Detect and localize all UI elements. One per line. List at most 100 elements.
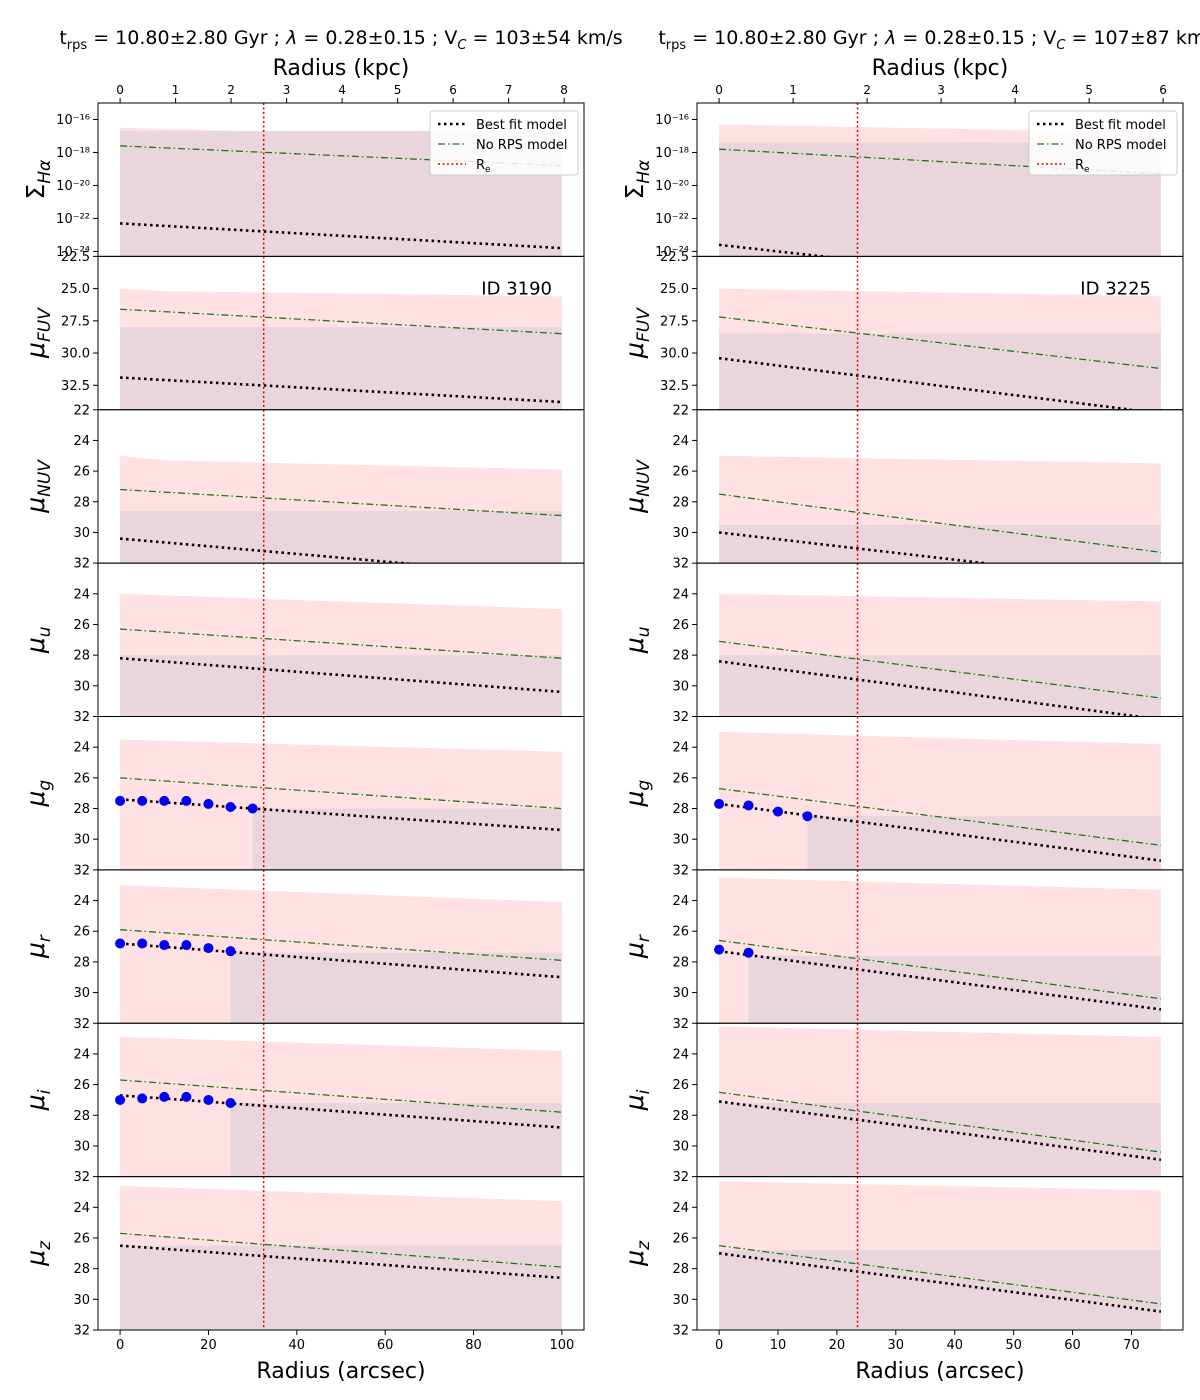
y-tick-label: 30 [73,986,90,1001]
kpc-tick-label: 7 [505,83,513,97]
title-v-sub: C [457,38,467,53]
x-tick-label: 10 [770,1338,787,1353]
x-tick-label: 50 [1005,1338,1022,1353]
y-tick-label: 30 [73,679,90,694]
y-label-symbol: μ [21,791,50,808]
panel-g: 24 26 28 30 32 μg [21,716,585,878]
kpc-tick-label: 8 [560,83,568,97]
y-tick-label: 28 [73,802,90,817]
top-axis-label: Radius (kpc) [872,56,1009,81]
observed-limit-area [807,816,1161,870]
panel-body [718,1026,1162,1177]
panel-body [119,1185,563,1330]
y-tick-label: 32 [672,1170,689,1185]
y-tick-label: 26 [73,1078,90,1093]
best-fit-model-line [120,798,562,832]
y-tick-label: 32 [73,863,90,878]
panel-body [115,885,563,1024]
y-tick-label: 26 [672,465,689,480]
y-label-symbol: μ [21,637,50,654]
panel-frame [696,1176,1184,1331]
y-label-subscript: NUV [634,459,654,497]
y-label-subscript: u [35,626,55,637]
panel-body [119,593,563,717]
y-label-symbol: μ [620,1094,649,1111]
chart-2: trps = 10.80±2.80 Gyr ; λ = 0.28±0.15 ; … [620,27,1200,1384]
kpc-tick-label: 5 [394,83,402,97]
title-t: t [59,27,66,49]
galaxy-id-label: ID 3190 [481,278,552,299]
panel-body [718,1181,1162,1330]
panel-u: 24 26 28 30 32 μu [21,562,585,725]
y-tick-label: 10⁻²⁰ [56,179,90,194]
y-tick-label: 28 [73,1262,90,1277]
title-lambda: λ [285,27,297,49]
data-point [181,940,192,951]
x-tick-label: 70 [1123,1338,1140,1353]
kpc-tick-label: 4 [338,83,346,97]
y-tick-label: 26 [73,925,90,940]
y-label-symbol: Σ [620,184,649,200]
y-label-symbol: μ [21,942,50,959]
best-fit-model-line [718,1252,1162,1313]
y-tick-label: 10⁻¹⁶ [655,113,689,128]
y-tick-label: 30 [672,1293,689,1308]
data-point [203,1094,214,1105]
y-tick-label: 30 [73,1139,90,1154]
legend-re-label: Re [1075,158,1090,175]
kpc-tick-label: 1 [789,83,797,97]
y-tick-label: 32.5 [660,379,689,394]
y-label-subscript: NUV [35,459,55,497]
no-rps-model-line [719,787,1161,846]
y-tick-label: 26 [672,1231,689,1246]
data-point [247,803,258,814]
legend: Best fit model No RPS model Re [429,110,579,176]
observed-limit-area [120,510,562,564]
no-rps-model-line [120,628,562,659]
y-label-subscript: g [35,780,55,791]
y-axis-label: μFUV [21,307,55,359]
title-t-value: = 10.80±2.80 Gyr ; [686,27,885,49]
no-rps-model-line [120,308,562,335]
panel-fuv: 22.5 25.0 27.5 30.0 32.5 μFUV ID 3190 [21,250,585,411]
y-axis-label: μi [21,1089,55,1111]
y-tick-label: 24 [672,1201,689,1216]
data-point [181,795,192,806]
y-axis-label: μg [620,780,654,808]
best-fit-model-line [119,1244,563,1280]
panel-z: 24 26 28 30 32 μz 0 20 40 60 80 100 [21,1176,585,1353]
y-tick-label: 28 [73,649,90,664]
y-tick-label: 24 [73,434,90,449]
y-tick-label: 10⁻²⁴ [56,245,90,260]
y-tick-label: 32 [672,710,689,725]
y-label-symbol: μ [21,497,50,514]
panel-body [718,593,1161,717]
y-tick-label: 32 [672,557,689,572]
panel-body [120,288,562,410]
title-lambda: λ [884,27,896,49]
y-label-subscript: r [634,934,654,942]
y-tick-label: 30 [672,679,689,694]
y-axis-label: μNUV [21,459,55,514]
panel-nuv: 22 24 26 28 30 32 μNUV [21,403,585,572]
legend-no-rps-label: No RPS model [476,138,568,153]
y-tick-label: 28 [672,802,689,817]
y-tick-label: 25.0 [660,282,689,297]
y-tick-label: 30 [73,526,90,541]
y-tick-label: 32 [73,1017,90,1032]
kpc-tick-label: 1 [172,83,180,97]
y-tick-label: 32 [73,1324,90,1339]
y-axis-label: μNUV [620,459,654,514]
y-axis-label: μu [620,626,654,654]
y-tick-label: 28 [73,495,90,510]
panel-body [714,731,1162,870]
y-tick-label: 10⁻²⁴ [655,245,689,260]
y-label-subscript: FUV [35,307,55,342]
panel-u: 24 26 28 30 32 μu [620,562,1184,725]
data-point [773,806,783,817]
no-rps-model-line [719,1091,1161,1153]
y-axis-label: μu [21,626,55,654]
y-label-subscript: FUV [634,307,654,342]
x-tick-label: 20 [829,1338,846,1353]
x-tick-label: 80 [465,1338,482,1353]
